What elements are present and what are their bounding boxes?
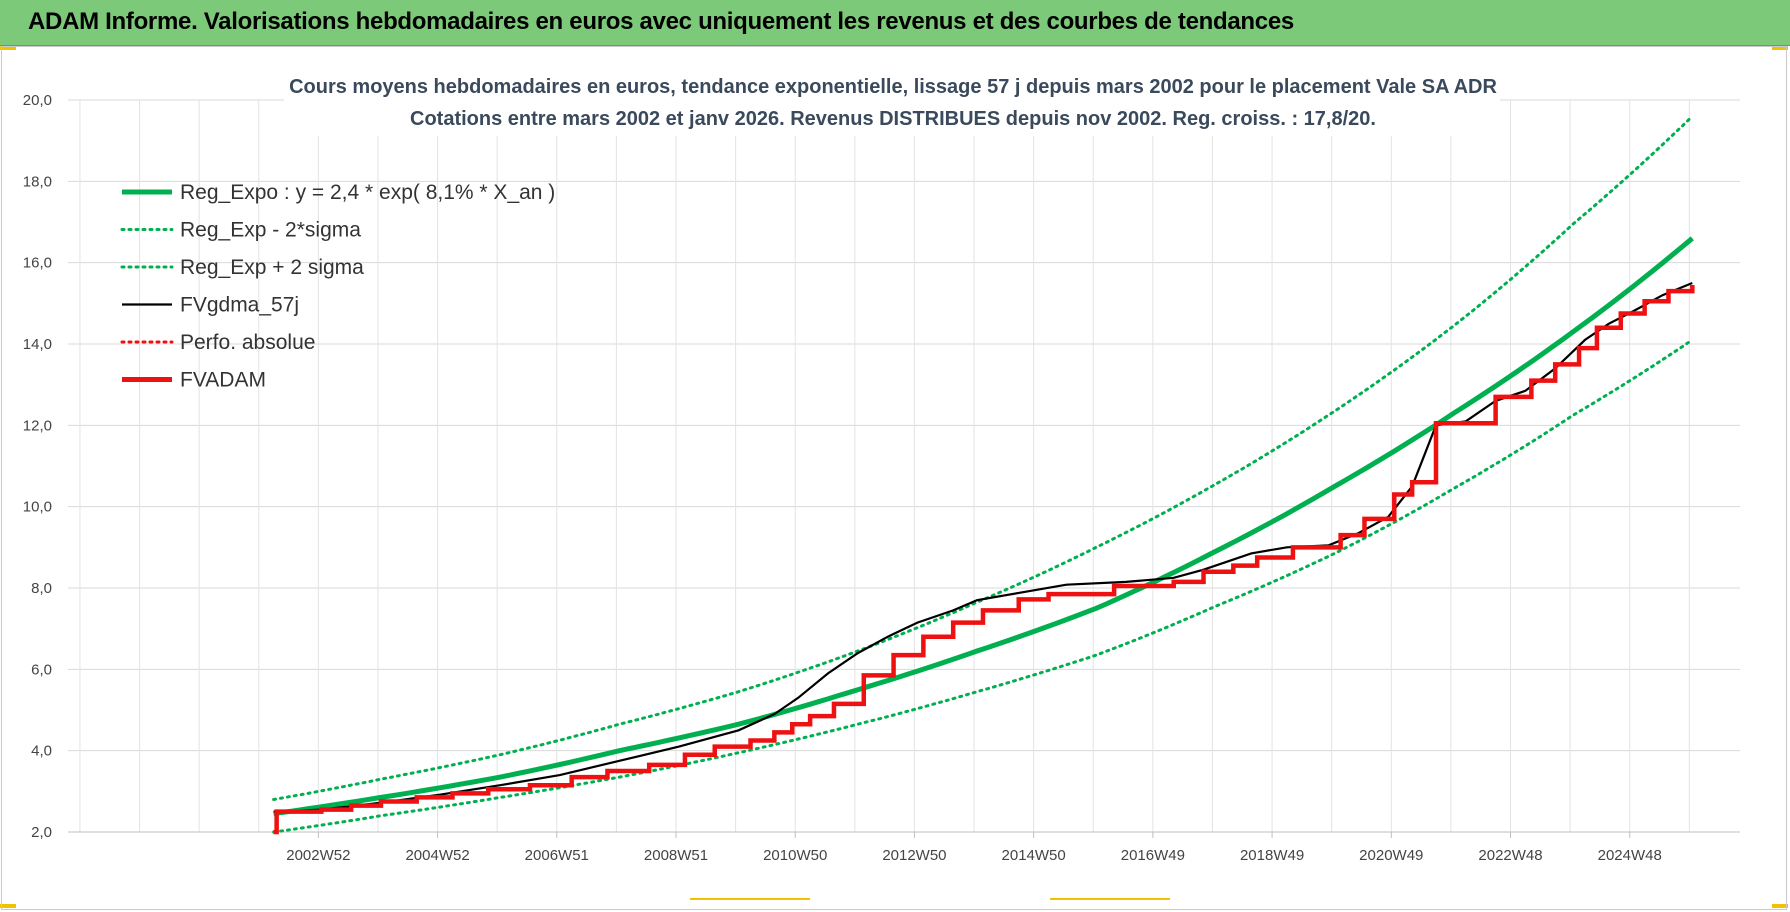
banner: ADAM Informe. Valorisations hebdomadaire… [0,0,1790,46]
y-tick-label: 18,0 [23,173,52,190]
y-tick-label: 12,0 [23,417,52,434]
y-tick-label: 8,0 [31,580,52,597]
series-line-2 [272,114,1694,801]
series [272,114,1695,835]
series-line-0 [273,236,1694,817]
x-tick-label: 2006W51 [525,847,589,864]
x-tick-label: 2022W48 [1478,847,1542,864]
x-tick-label: 2014W50 [1002,847,1066,864]
bottom-accent-left [690,898,810,900]
x-tick-label: 2018W49 [1240,847,1304,864]
chart-title: Cours moyens hebdomadaires en euros, ten… [289,76,1497,98]
corner-accent-br [1772,904,1788,908]
corner-accent-tl [0,46,16,50]
y-tick-label: 20,0 [23,92,52,109]
legend-label: FVgdma_57j [180,294,299,317]
series-line-3 [273,281,1693,813]
banner-title: ADAM Informe. Valorisations hebdomadaire… [28,8,1294,35]
y-tick-label: 6,0 [31,661,52,678]
chart-subtitle: Cotations entre mars 2002 et janv 2026. … [410,108,1376,130]
corner-accent-tr [1772,46,1788,50]
x-tick-label: 2004W52 [405,847,469,864]
y-tick-label: 16,0 [23,255,52,272]
grid [68,99,1740,833]
legend: Reg_Expo : y = 2,4 * exp( 8,1% * X_an ) R… [120,181,555,392]
legend-label: Perfo. absolue [180,331,315,354]
x-tick-label: 2012W50 [882,847,946,864]
y-tick-label: 2,0 [31,824,52,841]
legend-label: Reg_Expo : y = 2,4 * exp( 8,1% * X_an ) [180,181,555,204]
axes: 2,0 4,0 6,0 8,0 10,0 12,0 14,0 16,0 18,0 20,0 2002… [23,92,1740,864]
bottom-accent-right [1050,898,1170,900]
x-tick-label: 2020W49 [1359,847,1423,864]
title-background [284,66,1500,136]
legend-label: FVADAM [180,369,266,392]
series-line-1 [272,338,1694,834]
x-tick-label: 2002W52 [286,847,350,864]
y-tick-label: 14,0 [23,336,52,353]
y-tick-label: 10,0 [23,499,52,516]
x-tick-label: 2010W50 [763,847,827,864]
legend-label: Reg_Exp + 2 sigma [180,256,364,279]
x-tick-label: 2016W49 [1121,847,1185,864]
y-tick-label: 4,0 [31,743,52,760]
chart-frame [1,46,1787,910]
x-tick-label: 2024W48 [1598,847,1662,864]
x-tick-label: 2008W51 [644,847,708,864]
corner-accent-bl [0,904,16,908]
legend-label: Reg_Exp - 2*sigma [180,219,361,242]
series-line-5 [273,285,1695,835]
